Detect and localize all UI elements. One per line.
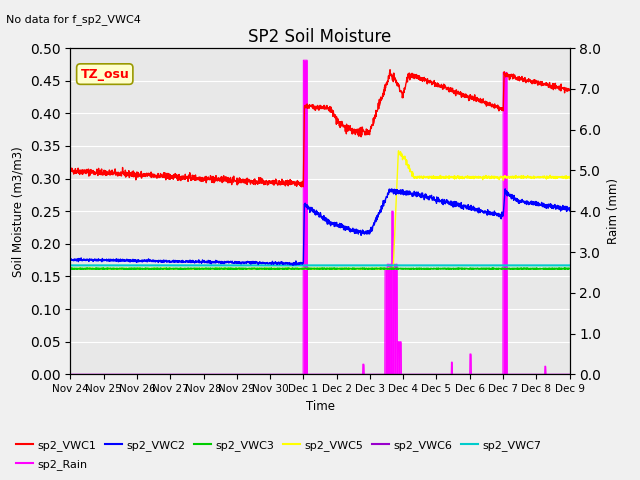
X-axis label: Time: Time [305,400,335,413]
Text: TZ_osu: TZ_osu [81,68,129,81]
Legend: sp2_VWC1, sp2_VWC2, sp2_VWC3, sp2_VWC5, sp2_VWC6, sp2_VWC7: sp2_VWC1, sp2_VWC2, sp2_VWC3, sp2_VWC5, … [12,435,545,455]
Y-axis label: Raim (mm): Raim (mm) [607,178,620,244]
Legend: sp2_Rain: sp2_Rain [12,455,92,474]
Title: SP2 Soil Moisture: SP2 Soil Moisture [248,28,392,47]
Y-axis label: Soil Moisture (m3/m3): Soil Moisture (m3/m3) [12,146,24,276]
Text: No data for f_sp2_VWC4: No data for f_sp2_VWC4 [6,14,141,25]
